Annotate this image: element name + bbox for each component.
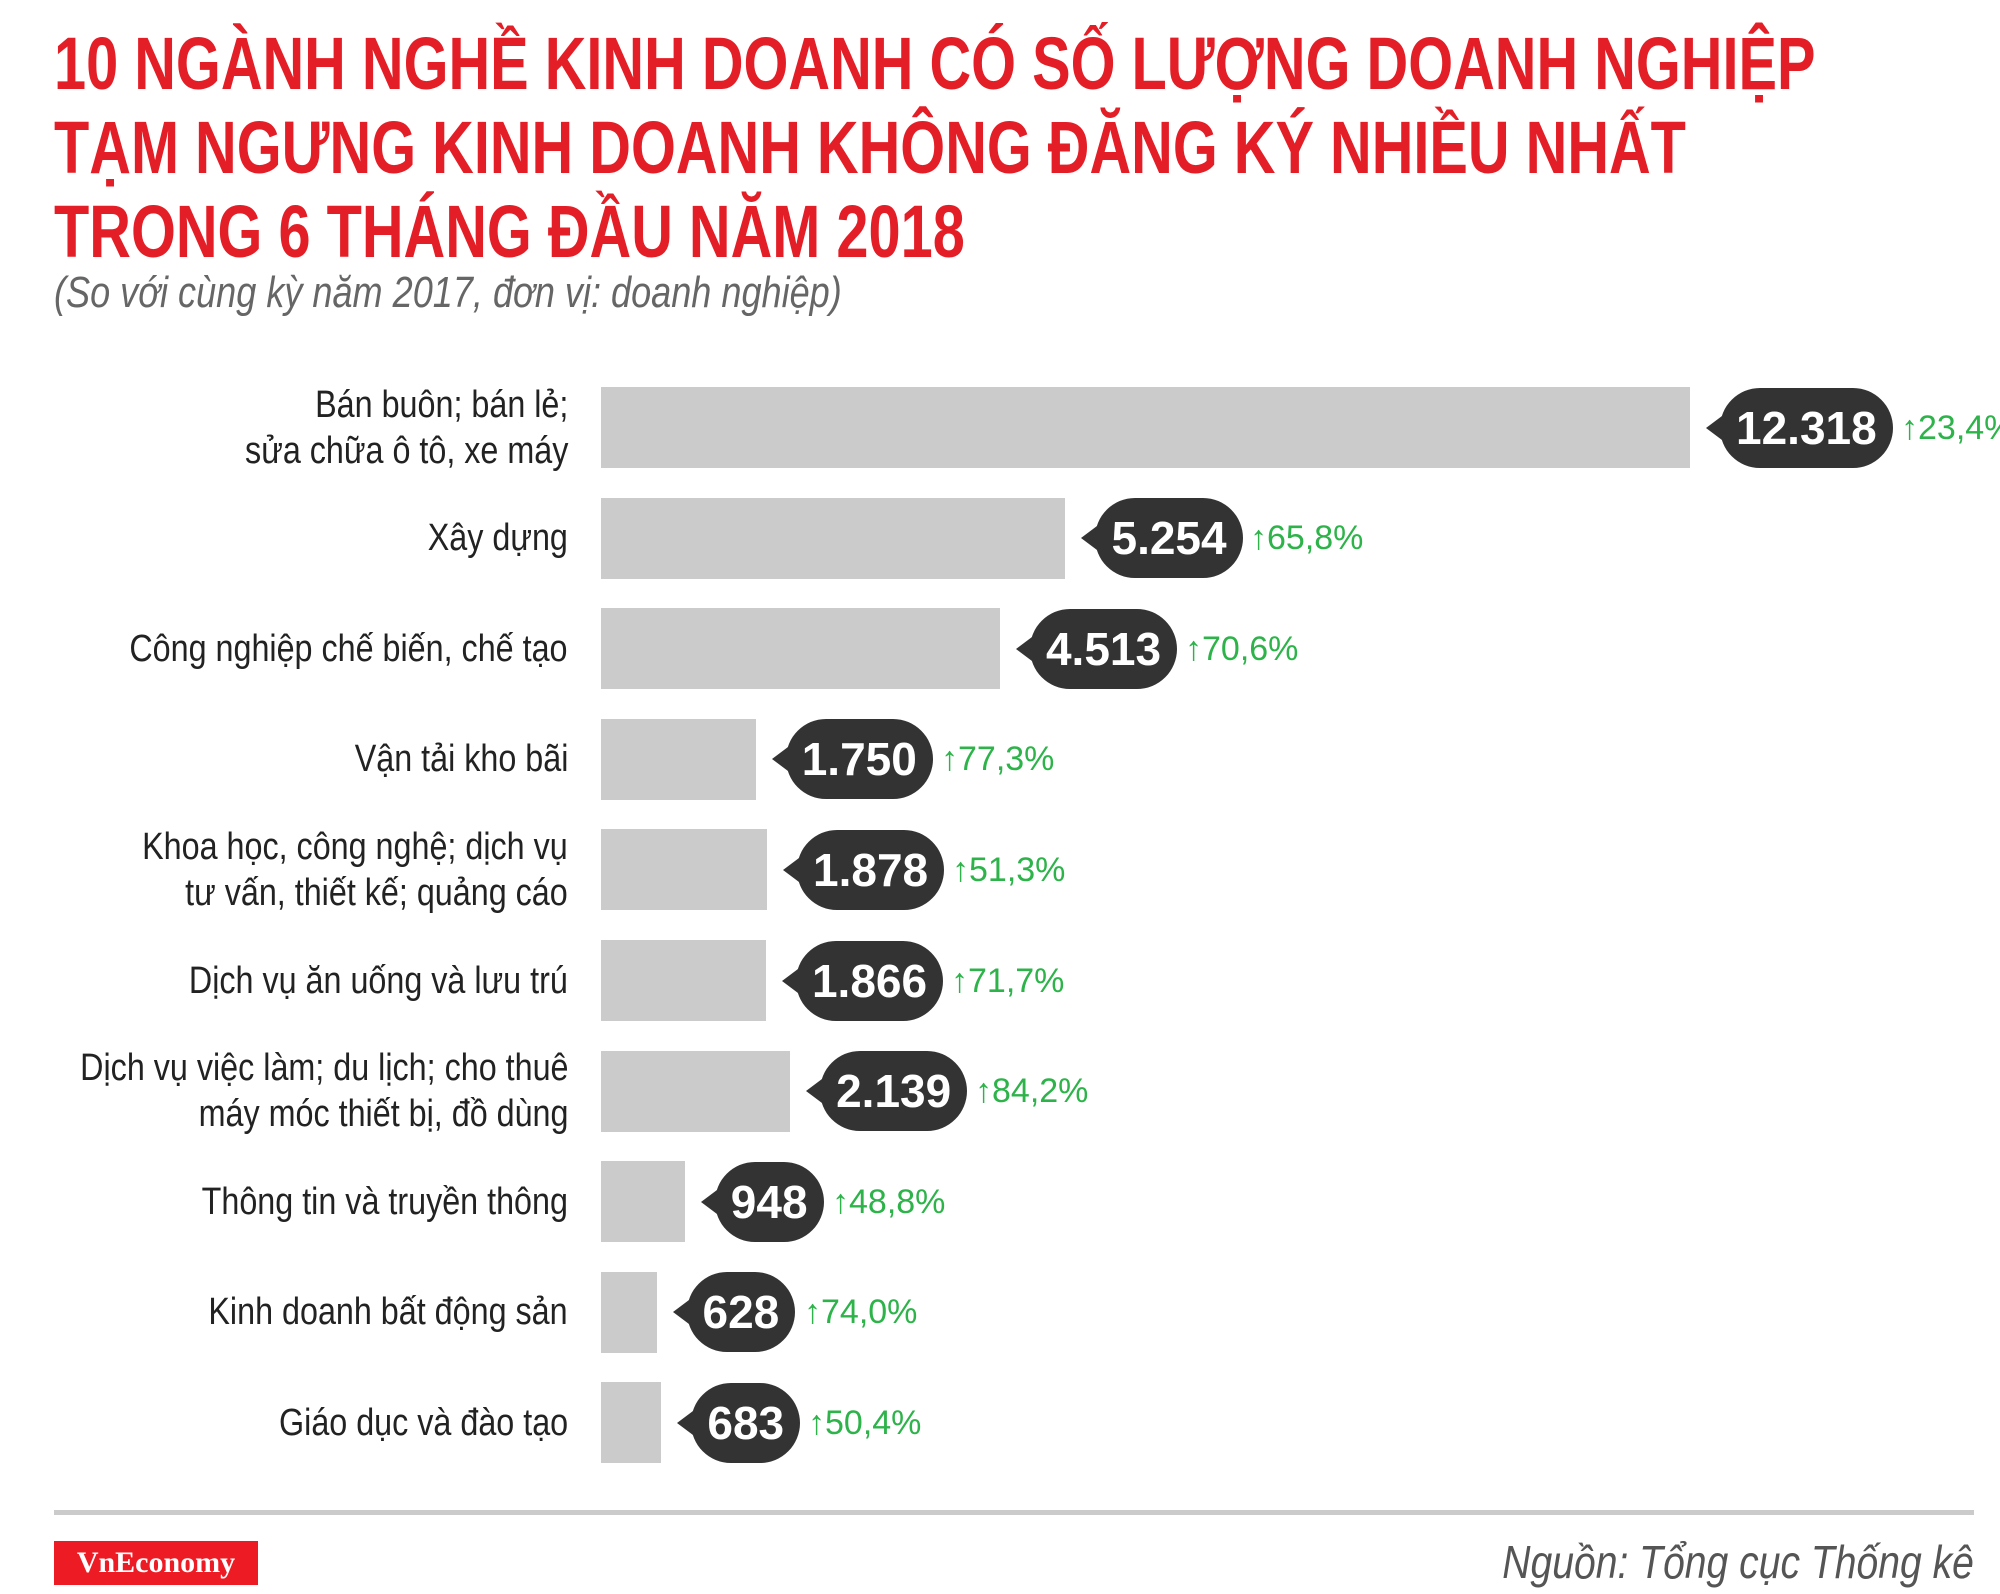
- arrow-up-icon: ↑: [804, 1293, 821, 1332]
- source-note: Nguồn: Tổng cục Thống kê: [1502, 1536, 1974, 1588]
- bar: [601, 829, 768, 911]
- change-value: 71,7%: [968, 961, 1065, 1000]
- category-label: Xây dựng: [428, 515, 568, 561]
- title-line-3: TRONG 6 THÁNG ĐẦU NĂM 2018: [54, 190, 965, 273]
- value-label: 683: [677, 1382, 801, 1463]
- value-label: 628: [672, 1272, 796, 1353]
- bar: [601, 387, 1690, 468]
- change-label: ↑70,6%: [1185, 609, 1298, 689]
- bar: [601, 1271, 657, 1353]
- category-label: Vận tải kho bãi: [354, 736, 568, 782]
- value-label: 1.750: [771, 719, 933, 800]
- category-label: Bán buôn; bán lẻ; sửa chữa ô tô, xe máy: [245, 382, 568, 474]
- change-value: 65,8%: [1267, 519, 1364, 558]
- change-value: 84,2%: [992, 1072, 1089, 1111]
- arrow-up-icon: ↑: [975, 1072, 992, 1111]
- change-value: 50,4%: [825, 1403, 922, 1442]
- divider: [54, 1510, 1974, 1515]
- value-label: 948: [700, 1161, 824, 1242]
- value-label: 1.866: [781, 940, 944, 1021]
- chart-subtitle: (So với cùng kỳ năm 2017, đơn vị: doanh …: [54, 268, 842, 317]
- category-label-line: Bán buôn; bán lẻ;: [314, 383, 568, 426]
- category-label-line: Công nghiệp chế biến, chế tạo: [129, 627, 568, 670]
- change-label: ↑23,4%: [1901, 388, 2000, 468]
- change-value: 48,8%: [849, 1182, 946, 1221]
- change-label: ↑71,7%: [951, 941, 1064, 1021]
- category-label-line: tư vấn, thiết kế; quảng cáo: [185, 871, 568, 914]
- category-label-line: Xây dựng: [427, 517, 568, 560]
- change-label: ↑65,8%: [1250, 498, 1363, 578]
- arrow-up-icon: ↑: [1185, 629, 1202, 668]
- change-value: 77,3%: [958, 740, 1055, 779]
- change-value: 23,4%: [1918, 408, 2000, 447]
- change-value: 70,6%: [1202, 629, 1299, 668]
- category-label-line: Thông tin và truyền thông: [201, 1180, 568, 1223]
- arrow-up-icon: ↑: [951, 961, 968, 1000]
- value-label: 1.878: [783, 829, 945, 910]
- category-label: Giáo dục và đào tạo: [279, 1400, 568, 1446]
- bar: [601, 1161, 685, 1243]
- chart-title: 10 NGÀNH NGHỀ KINH DOANH CÓ SỐ LƯỢNG DOA…: [54, 22, 1816, 274]
- arrow-up-icon: ↑: [832, 1182, 849, 1221]
- value-label: 5.254: [1081, 498, 1243, 579]
- category-label-line: Khoa học, công nghệ; dịch vụ: [142, 825, 568, 868]
- category-label-line: Dịch vụ ăn uống và lưu trú: [189, 959, 568, 1002]
- change-value: 51,3%: [969, 850, 1066, 889]
- change-label: ↑48,8%: [832, 1162, 945, 1242]
- category-label-line: Giáo dục và đào tạo: [278, 1401, 568, 1444]
- category-label: Khoa học, công nghệ; dịch vụ tư vấn, thiế…: [142, 824, 568, 916]
- category-label: Công nghiệp chế biến, chế tạo: [130, 626, 568, 672]
- bar: [601, 940, 766, 1021]
- arrow-up-icon: ↑: [1901, 408, 1918, 447]
- arrow-up-icon: ↑: [1250, 519, 1267, 558]
- change-label: ↑74,0%: [804, 1272, 917, 1352]
- category-label-line: Kinh doanh bất động sản: [208, 1291, 568, 1334]
- category-label-line: Vận tải kho bãi: [354, 738, 568, 781]
- arrow-up-icon: ↑: [808, 1403, 825, 1442]
- bar: [601, 1050, 791, 1132]
- category-label: Dịch vụ ăn uống và lưu trú: [189, 958, 568, 1004]
- title-line-1: 10 NGÀNH NGHỀ KINH DOANH CÓ SỐ LƯỢNG DOA…: [54, 22, 1816, 105]
- vneconomy-logo: VnEconomy: [54, 1541, 258, 1585]
- bar: [601, 608, 1000, 690]
- change-label: ↑84,2%: [975, 1051, 1088, 1131]
- category-label: Kinh doanh bất động sản: [209, 1289, 568, 1335]
- value-label: 12.318: [1706, 387, 1893, 468]
- value-label: 4.513: [1015, 608, 1178, 689]
- value-label: 2.139: [806, 1051, 968, 1132]
- bar: [601, 1382, 662, 1464]
- title-line-2: TẠM NGƯNG KINH DOANH KHÔNG ĐĂNG KÝ NHIỀU…: [54, 106, 1686, 189]
- bar: [601, 718, 756, 800]
- change-label: ↑51,3%: [952, 830, 1065, 910]
- bar: [601, 497, 1066, 579]
- category-label-line: máy móc thiết bị, đồ dùng: [198, 1093, 568, 1136]
- change-label: ↑77,3%: [941, 719, 1054, 799]
- category-label: Dịch vụ việc làm; du lịch; cho thuê máy m…: [80, 1045, 568, 1137]
- category-label-line: sửa chữa ô tô, xe máy: [244, 429, 568, 472]
- category-label: Thông tin và truyền thông: [202, 1179, 568, 1225]
- change-value: 74,0%: [821, 1293, 918, 1332]
- change-label: ↑50,4%: [808, 1383, 921, 1463]
- arrow-up-icon: ↑: [952, 850, 969, 889]
- category-label-line: Dịch vụ việc làm; du lịch; cho thuê: [79, 1047, 568, 1090]
- arrow-up-icon: ↑: [941, 740, 958, 779]
